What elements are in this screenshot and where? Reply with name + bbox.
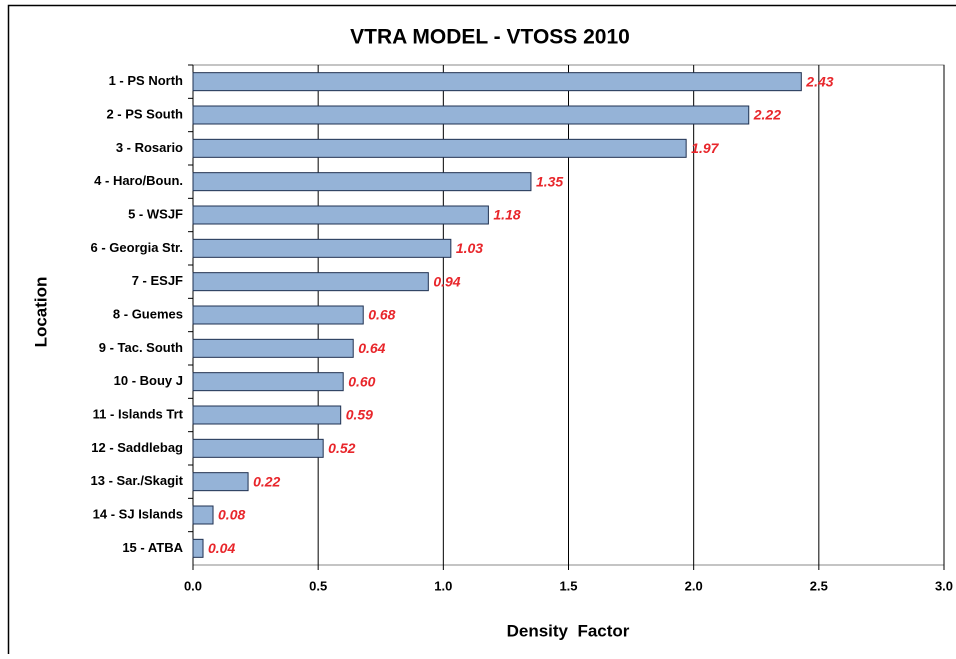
value-label: 2.22 bbox=[753, 107, 781, 123]
bar bbox=[193, 473, 248, 491]
value-label: 2.43 bbox=[805, 73, 833, 89]
y-tick-label: 3 - Rosario bbox=[116, 140, 183, 155]
y-tick-label: 15 - ATBA bbox=[122, 540, 183, 555]
x-axis-title: Density Factor bbox=[507, 621, 630, 640]
bar bbox=[193, 406, 341, 424]
bar bbox=[193, 239, 451, 257]
y-axis-title: Location bbox=[31, 277, 50, 348]
bar bbox=[193, 306, 363, 324]
y-tick-label: 11 - Islands Trt bbox=[93, 406, 184, 421]
x-tick-label: 1.5 bbox=[559, 578, 577, 593]
y-tick-label: 9 - Tac. South bbox=[99, 340, 183, 355]
x-tick-label: 2.0 bbox=[685, 578, 703, 593]
value-label: 1.97 bbox=[691, 140, 719, 156]
y-tick-label: 2 - PS South bbox=[106, 106, 183, 121]
y-tick-label: 7 - ESJF bbox=[132, 273, 183, 288]
x-tick-label: 2.5 bbox=[810, 578, 828, 593]
x-tick-label: 0.5 bbox=[309, 578, 327, 593]
value-label: 0.64 bbox=[358, 340, 385, 356]
bar bbox=[193, 373, 343, 391]
y-tick-label: 4 - Haro/Boun. bbox=[94, 173, 183, 188]
value-label: 0.22 bbox=[253, 473, 280, 489]
bar bbox=[193, 506, 213, 524]
bar bbox=[193, 439, 323, 457]
chart-title: VTRA MODEL - VTOSS 2010 bbox=[350, 26, 630, 49]
bar bbox=[193, 106, 749, 124]
y-tick-label: 10 - Bouy J bbox=[114, 373, 183, 388]
value-label: 0.60 bbox=[348, 373, 375, 389]
x-tick-label: 0.0 bbox=[184, 578, 202, 593]
value-label: 0.94 bbox=[433, 273, 460, 289]
value-label: 0.52 bbox=[328, 440, 355, 456]
value-label: 1.18 bbox=[493, 207, 520, 223]
frame bbox=[9, 6, 956, 655]
y-tick-label: 1 - PS North bbox=[109, 73, 183, 88]
x-tick-label: 3.0 bbox=[935, 578, 953, 593]
bar bbox=[193, 339, 353, 357]
bar bbox=[193, 139, 686, 157]
value-label: 0.04 bbox=[208, 540, 235, 556]
x-tick-label: 1.0 bbox=[434, 578, 452, 593]
y-tick-label: 6 - Georgia Str. bbox=[91, 240, 183, 255]
bar bbox=[193, 206, 488, 224]
value-label: 1.35 bbox=[536, 173, 563, 189]
value-label: 0.68 bbox=[368, 307, 395, 323]
y-tick-label: 8 - Guemes bbox=[113, 306, 183, 321]
value-label: 0.59 bbox=[346, 407, 373, 423]
bar bbox=[193, 273, 428, 291]
y-tick-label: 12 - Saddlebag bbox=[91, 440, 183, 455]
y-tick-label: 14 - SJ Islands bbox=[93, 506, 183, 521]
value-label: 0.08 bbox=[218, 507, 245, 523]
y-tick-label: 5 - WSJF bbox=[128, 206, 183, 221]
value-label: 1.03 bbox=[456, 240, 483, 256]
bar bbox=[193, 173, 531, 191]
bar bbox=[193, 73, 801, 91]
y-tick-label: 13 - Sar./Skagit bbox=[91, 473, 184, 488]
bar bbox=[193, 539, 203, 557]
